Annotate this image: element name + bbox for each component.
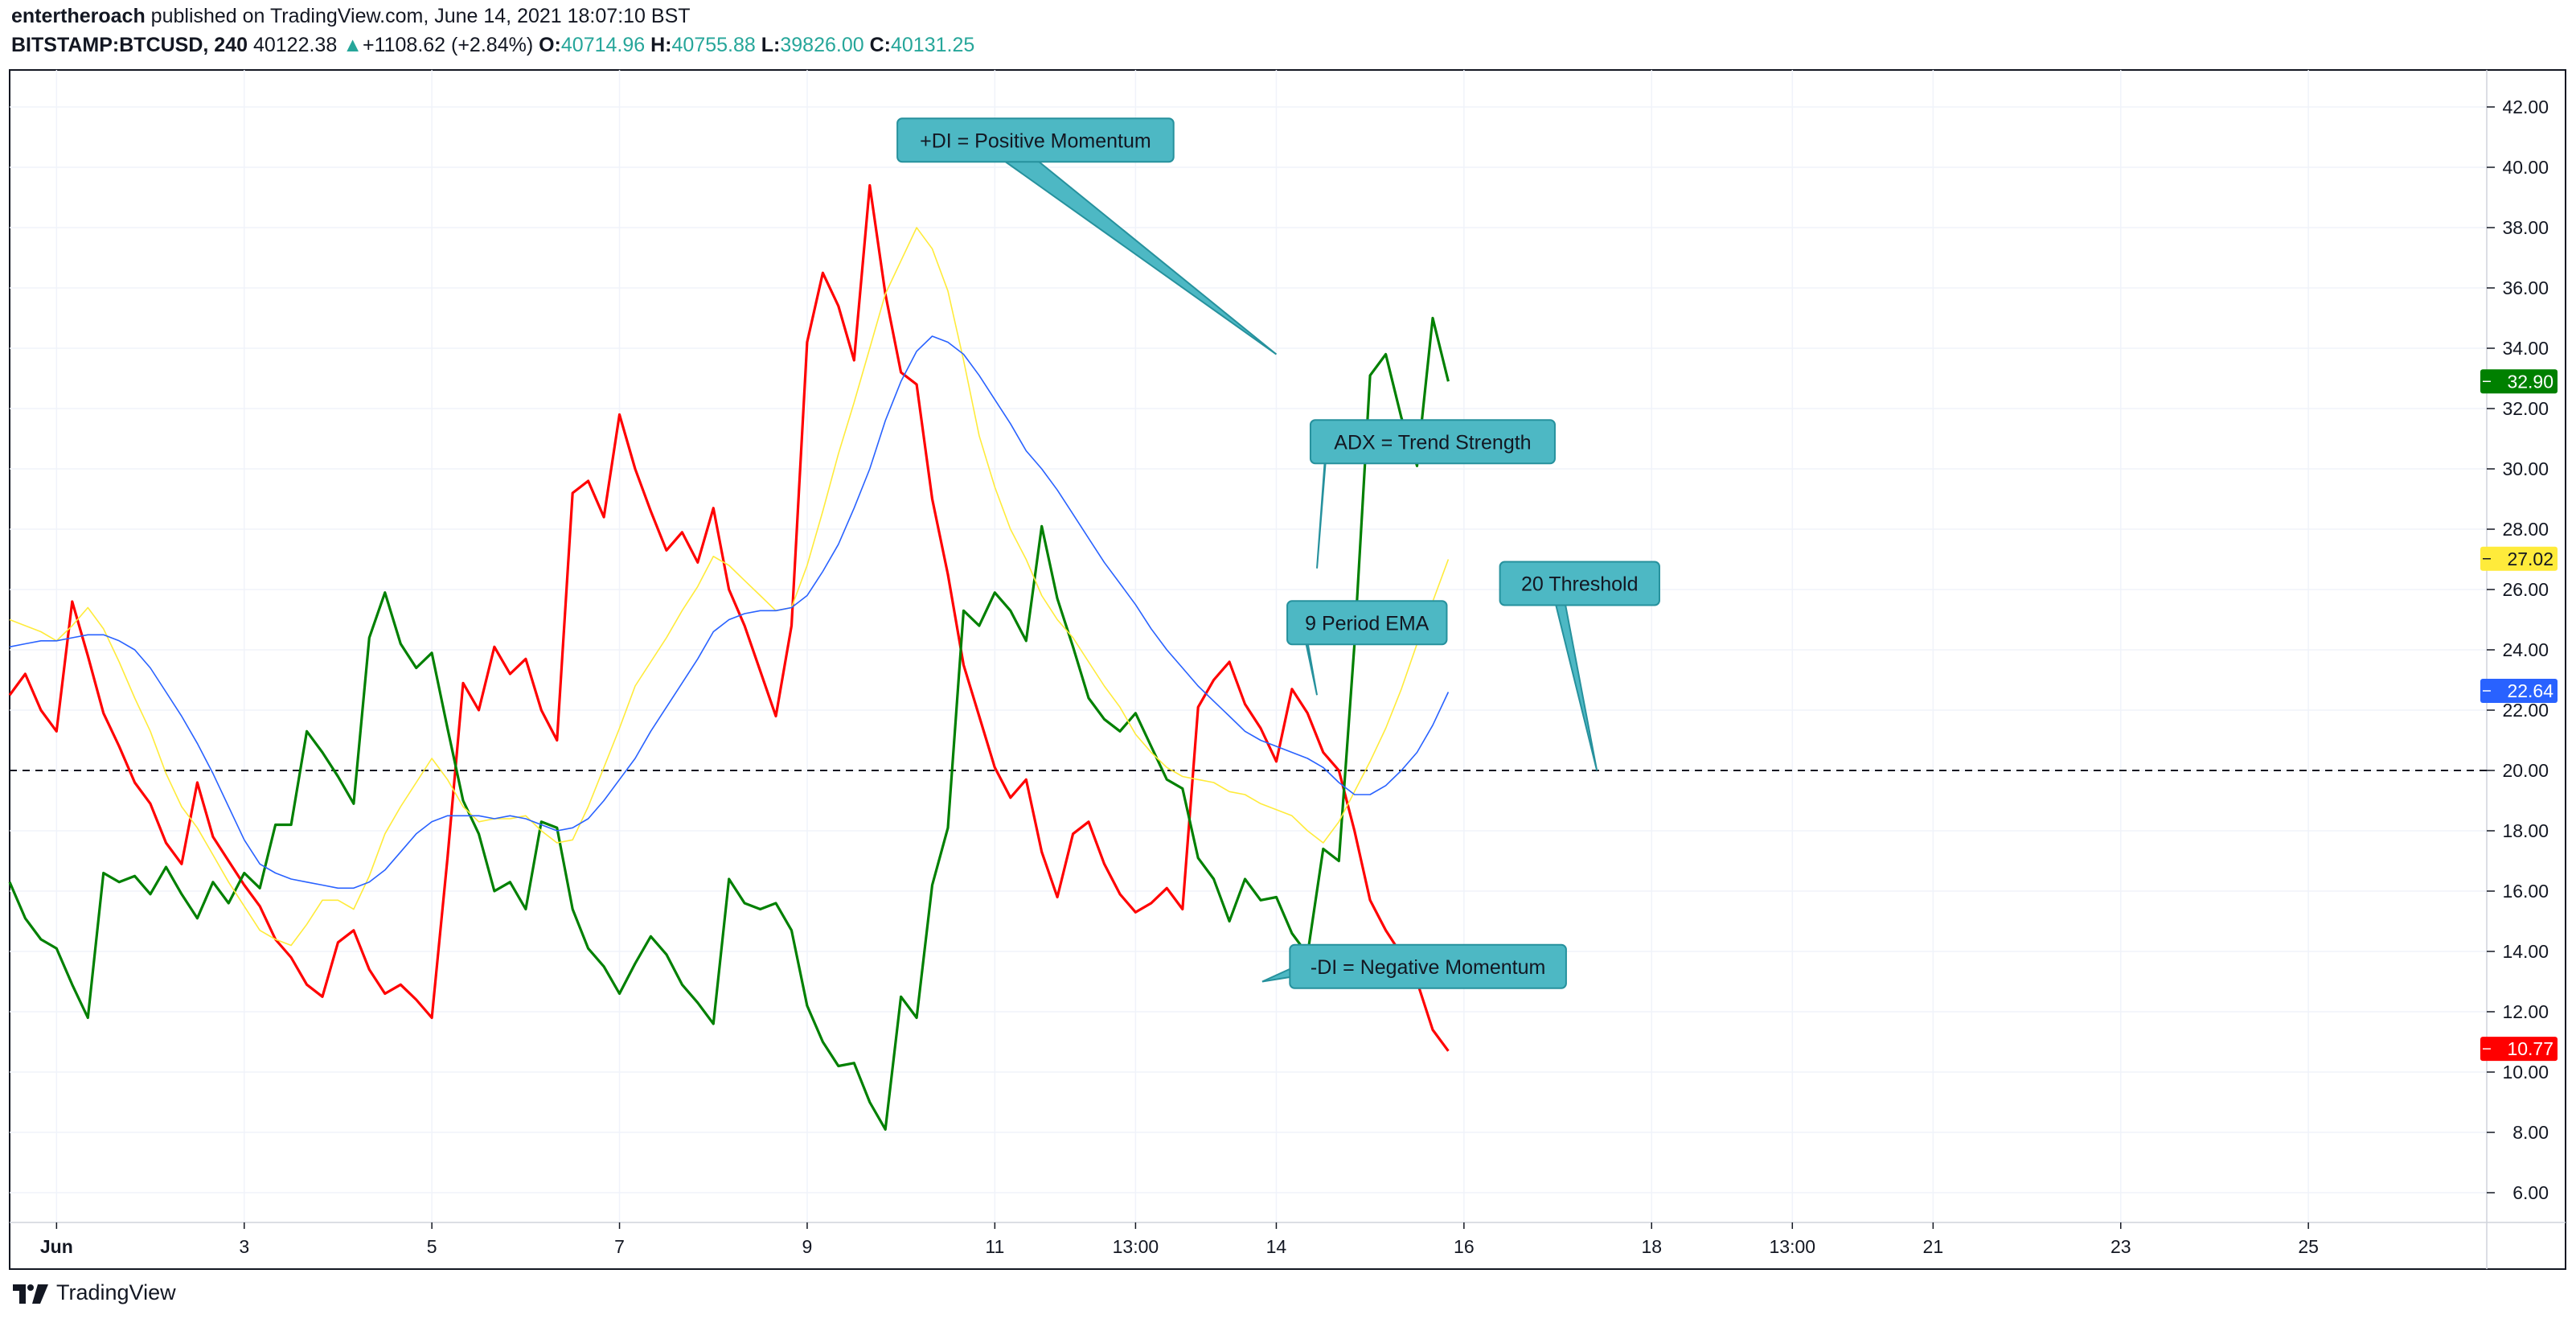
x-tick-label: 18 xyxy=(1641,1236,1662,1257)
last-value-tag xyxy=(2480,679,2558,703)
y-tick-label: 26.00 xyxy=(2502,579,2549,600)
y-tick-label: 40.00 xyxy=(2502,157,2549,178)
y-tick-label: 14.00 xyxy=(2502,941,2549,962)
y-tick-label: 8.00 xyxy=(2512,1122,2549,1143)
price-change: +1108.62 (+2.84%) xyxy=(362,34,534,56)
x-tick-label: 14 xyxy=(1266,1236,1287,1257)
x-tick-label: 23 xyxy=(2110,1236,2131,1257)
y-tick-label: 28.00 xyxy=(2502,519,2549,540)
high-value: 40755.88 xyxy=(671,34,756,56)
symbol-legend: BITSTAMP:BTCUSD, 240 40122.38 ▲+1108.62 … xyxy=(11,34,974,57)
last-value-tag xyxy=(2480,546,2558,571)
x-tick-label: 13:00 xyxy=(1770,1236,1816,1257)
x-tick-label: 11 xyxy=(985,1236,1004,1257)
callout-label: ADX = Trend Strength xyxy=(1334,431,1531,454)
x-tick-label: 3 xyxy=(239,1236,249,1257)
y-tick-label: 38.00 xyxy=(2502,217,2549,238)
last-value-tag xyxy=(2480,369,2558,394)
y-tick-label: 10.00 xyxy=(2502,1062,2549,1083)
published-text: published on TradingView.com, June 14, 2… xyxy=(150,5,691,27)
x-tick-label: 9 xyxy=(802,1236,813,1257)
y-tick-label: 16.00 xyxy=(2502,881,2549,902)
footer-brand[interactable]: TradingView xyxy=(11,1280,176,1305)
adx-line xyxy=(9,227,1450,947)
last-value-label: 32.90 xyxy=(2507,371,2553,392)
y-tick-label: 36.00 xyxy=(2502,277,2549,298)
callout-box[interactable] xyxy=(1499,561,1660,606)
x-tick-label: Jun xyxy=(40,1236,73,1257)
x-tick-label: 21 xyxy=(1923,1236,1944,1257)
last-value-label: 22.64 xyxy=(2507,680,2553,701)
y-tick-label: 30.00 xyxy=(2502,458,2549,479)
y-tick-label: 12.00 xyxy=(2502,1001,2549,1022)
callout-box[interactable] xyxy=(1286,600,1448,646)
publish-info: entertheroach published on TradingView.c… xyxy=(11,5,691,28)
ema-line xyxy=(9,335,1450,889)
callout-label: 9 Period EMA xyxy=(1305,612,1430,635)
tradingview-logo-icon xyxy=(13,1284,48,1304)
callout-box[interactable] xyxy=(896,117,1175,163)
callout-label: 20 Threshold xyxy=(1521,573,1638,596)
low-value: 39826.00 xyxy=(780,34,864,56)
y-tick-label: 42.00 xyxy=(2502,97,2549,117)
footer-brand-label: TradingView xyxy=(56,1280,176,1304)
author-name[interactable]: entertheroach xyxy=(11,5,146,27)
low-label: L: xyxy=(761,34,781,56)
x-tick-label: 25 xyxy=(2298,1236,2319,1257)
y-tick-label: 24.00 xyxy=(2502,639,2549,660)
x-tick-label: 7 xyxy=(614,1236,625,1257)
last-price: 40122.38 xyxy=(252,34,338,56)
y-tick-label: 6.00 xyxy=(2512,1182,2549,1203)
y-tick-label: 32.00 xyxy=(2502,398,2549,419)
plus-di-line xyxy=(8,316,1450,1131)
close-value: 40131.25 xyxy=(890,34,975,56)
y-tick-label: 34.00 xyxy=(2502,338,2549,359)
callout-label: +DI = Positive Momentum xyxy=(920,129,1151,152)
last-value-label: 27.02 xyxy=(2507,548,2553,569)
y-tick-label: 22.00 xyxy=(2502,700,2549,721)
symbol-name[interactable]: BITSTAMP:BTCUSD, 240 xyxy=(11,34,248,56)
open-value: 40714.96 xyxy=(560,34,646,56)
open-label: O: xyxy=(539,34,561,56)
minus-di-line xyxy=(8,183,1450,1052)
callout-box[interactable] xyxy=(1309,419,1556,465)
y-tick-label: 18.00 xyxy=(2502,820,2549,841)
last-value-tag xyxy=(2480,1037,2558,1062)
close-label: C: xyxy=(869,34,891,56)
last-value-label: 10.77 xyxy=(2507,1038,2553,1059)
callout-label: -DI = Negative Momentum xyxy=(1311,956,1545,979)
x-tick-label: 16 xyxy=(1454,1236,1475,1257)
high-label: H: xyxy=(650,34,672,56)
x-tick-label: 5 xyxy=(427,1236,437,1257)
x-tick-label: 13:00 xyxy=(1113,1236,1159,1257)
chart-frame xyxy=(9,69,2566,1270)
y-tick-label: 20.00 xyxy=(2502,760,2549,781)
change-up-icon: ▲ xyxy=(343,34,363,56)
callout-box[interactable] xyxy=(1289,943,1567,989)
